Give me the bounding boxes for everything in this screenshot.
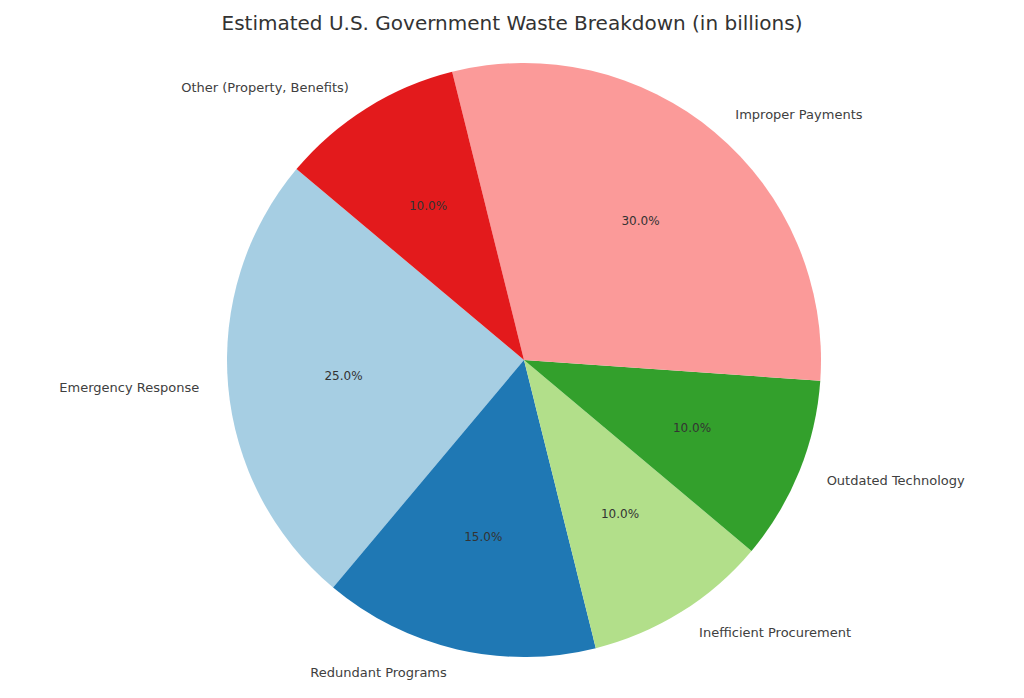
svg-text:15.0%: 15.0% bbox=[464, 530, 502, 544]
svg-text:Improper Payments: Improper Payments bbox=[735, 107, 862, 122]
svg-text:10.0%: 10.0% bbox=[673, 421, 711, 435]
svg-text:10.0%: 10.0% bbox=[601, 507, 639, 521]
svg-text:30.0%: 30.0% bbox=[621, 214, 659, 228]
svg-text:Other (Property, Benefits): Other (Property, Benefits) bbox=[181, 80, 349, 95]
svg-text:25.0%: 25.0% bbox=[324, 369, 362, 383]
svg-text:10.0%: 10.0% bbox=[409, 199, 447, 213]
svg-text:Inefficient Procurement: Inefficient Procurement bbox=[699, 625, 851, 640]
svg-text:Redundant Programs: Redundant Programs bbox=[310, 665, 447, 680]
svg-text:Outdated Technology: Outdated Technology bbox=[827, 473, 965, 488]
svg-text:Estimated U.S. Government Wast: Estimated U.S. Government Waste Breakdow… bbox=[222, 11, 803, 35]
svg-text:Emergency Response: Emergency Response bbox=[59, 380, 199, 395]
